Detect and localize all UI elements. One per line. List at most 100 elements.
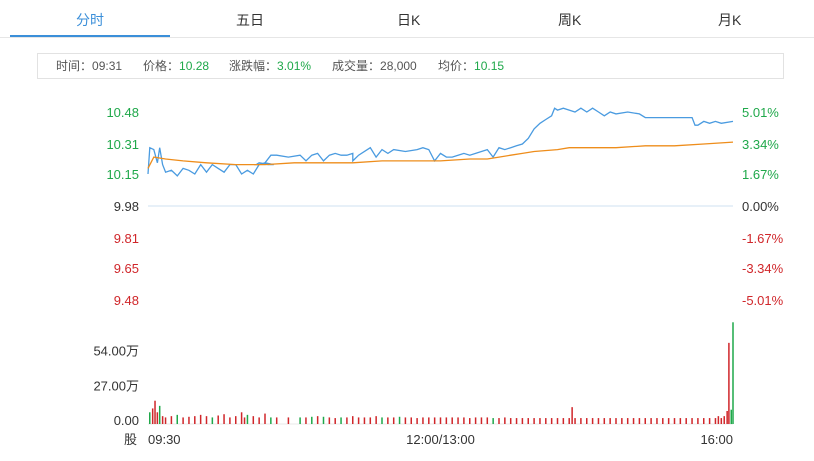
- volume-bar: [703, 418, 705, 424]
- volume-bar: [732, 322, 734, 424]
- volume-bar: [357, 417, 360, 424]
- volume-bar: [586, 418, 588, 424]
- volume-bar: [720, 418, 723, 424]
- volume-bar: [229, 417, 231, 424]
- volume-bar: [656, 418, 658, 424]
- time-tick-label: 09:30: [148, 432, 181, 447]
- volume-bar: [270, 417, 272, 424]
- tab-five-day[interactable]: 五日: [236, 12, 264, 28]
- volume-bar: [416, 418, 418, 424]
- percent-tick-label: -1.67%: [742, 231, 784, 246]
- volume-bar: [726, 411, 728, 424]
- info-average: 均价：10.15: [438, 59, 505, 73]
- volume-bar: [679, 418, 682, 424]
- volume-bar: [352, 416, 354, 424]
- volume-bar: [176, 414, 178, 424]
- volume-bar: [717, 416, 720, 424]
- volume-tick-label: 54.00万: [93, 344, 139, 359]
- volume-bar: [275, 417, 278, 424]
- average-price-line: [147, 141, 734, 169]
- volume-bar: [410, 417, 412, 424]
- volume-bar: [533, 418, 535, 424]
- volume-bar: [550, 418, 553, 424]
- tab-intraday[interactable]: 分时: [76, 12, 104, 28]
- volume-bar: [182, 417, 184, 424]
- volume-bar: [433, 417, 436, 424]
- volume-bar: [392, 417, 395, 424]
- quote-info-bar: 时间：09:31 价格：10.28 涨跌幅：3.01% 成交量：28,000 均…: [37, 53, 784, 79]
- volume-bar: [328, 417, 331, 424]
- info-change: 涨跌幅：3.01%: [229, 59, 312, 73]
- price-tick-label: 10.15: [106, 167, 139, 182]
- price-line: [147, 107, 734, 177]
- volume-unit-label: 股: [124, 432, 137, 447]
- volume-bar: [445, 417, 448, 424]
- info-volume: 成交量：28,000: [332, 59, 417, 73]
- volume-bar: [474, 417, 477, 424]
- volume-bar: [363, 417, 366, 424]
- volume-bar: [428, 417, 430, 424]
- volume-bar: [632, 418, 635, 424]
- volume-bar: [667, 418, 670, 424]
- price-tick-label: 9.81: [114, 231, 139, 246]
- volume-bar: [728, 342, 730, 424]
- volume-bar: [156, 412, 159, 424]
- volume-bar: [151, 408, 154, 424]
- volume-bar: [527, 418, 529, 424]
- volume-bar: [480, 417, 483, 424]
- volume-bar: [149, 412, 151, 424]
- volume-bar: [334, 418, 336, 424]
- volume-bar: [164, 417, 167, 424]
- time-tick-label: 12:00/13:00: [406, 432, 475, 447]
- volume-bar: [264, 413, 266, 424]
- period-tabs: 分时 五日 日K 周K 月K: [0, 0, 814, 40]
- volume-bar: [346, 417, 348, 424]
- tab-daily-k[interactable]: 日K: [397, 12, 421, 28]
- time-tick-label: 16:00: [700, 432, 733, 447]
- volume-bar: [574, 418, 576, 424]
- percent-tick-label: -3.34%: [742, 261, 784, 276]
- volume-bar: [650, 418, 652, 424]
- volume-bar: [375, 416, 377, 424]
- volume-bar: [662, 418, 664, 424]
- volume-bar: [422, 417, 424, 424]
- volume-bar: [188, 416, 190, 424]
- volume-tick-label: 27.00万: [93, 378, 139, 393]
- volume-bar: [340, 417, 342, 424]
- volume-bar: [568, 418, 570, 424]
- volume-bar: [591, 418, 594, 424]
- volume-bar: [691, 418, 693, 424]
- price-tick-label: 9.48: [114, 293, 139, 308]
- volume-bar: [697, 418, 699, 424]
- volume-bar: [154, 400, 156, 424]
- volume-bar: [673, 418, 676, 424]
- volume-bar: [562, 418, 565, 424]
- percent-tick-label: -5.01%: [742, 293, 784, 308]
- volume-bar: [486, 417, 489, 424]
- volume-bar: [644, 418, 646, 424]
- tab-monthly-k[interactable]: 月K: [718, 12, 742, 28]
- volume-bar: [223, 414, 225, 424]
- volume-bar: [603, 418, 606, 424]
- volume-bar: [398, 416, 401, 424]
- volume-bar: [457, 417, 459, 424]
- volume-bar: [638, 418, 641, 424]
- volume-bar: [621, 418, 623, 424]
- volume-bar: [615, 418, 617, 424]
- volume-bar: [305, 417, 307, 424]
- volume-bar: [571, 407, 573, 424]
- volume-bar: [463, 417, 465, 424]
- volume-bar: [194, 416, 196, 424]
- volume-bar: [252, 416, 255, 424]
- volume-bar: [258, 417, 260, 424]
- volume-bar: [498, 418, 500, 424]
- volume-bar: [597, 418, 600, 424]
- tab-weekly-k[interactable]: 周K: [558, 12, 582, 28]
- tab-divider: [0, 37, 814, 38]
- price-tick-label: 9.65: [114, 261, 139, 276]
- active-tab-indicator: [10, 35, 170, 37]
- volume-bar: [521, 418, 524, 424]
- volume-bar: [322, 416, 325, 424]
- volume-bar: [626, 418, 629, 424]
